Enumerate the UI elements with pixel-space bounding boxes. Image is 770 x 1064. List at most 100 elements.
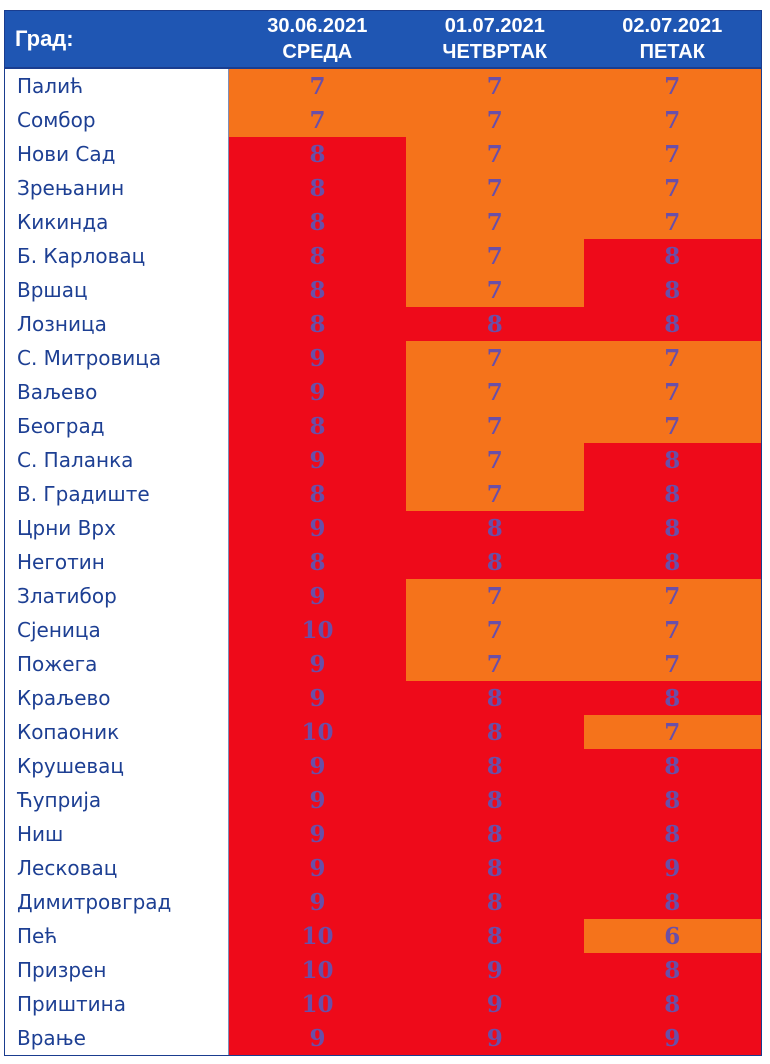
city-name: Приштина [5,987,230,1021]
city-name: Неготин [5,545,230,579]
uv-index-value: 7 [406,443,584,477]
table-row: Нови Сад 8 7 7 [5,137,761,171]
table-row: Палић 7 7 7 [5,68,761,103]
uv-index-value: 7 [406,375,584,409]
uv-index-value: 8 [228,409,407,443]
uv-index-value: 7 [406,647,584,681]
uv-index-value: 7 [583,375,761,409]
city-name: В. Градиште [5,477,230,511]
uv-index-value: 8 [406,919,584,953]
uv-index-value: 9 [406,953,584,987]
day-date: 02.07.2021 [622,15,723,37]
uv-index-value: 8 [228,307,407,341]
city-name: Ћуприја [5,783,230,817]
table-row: Сомбор 7 7 7 [5,103,761,137]
city-name: Краљево [5,681,230,715]
uv-index-value: 8 [583,477,761,511]
uv-index-value: 10 [228,919,407,953]
uv-index-value: 8 [583,443,761,477]
uv-index-value: 8 [406,307,584,341]
table-row: Ћуприја 9 8 8 [5,783,761,817]
uv-index-value: 9 [228,647,407,681]
uv-index-table: Град: 30.06.2021 СРЕДА 01.07.2021 ЧЕТВРТ… [5,11,761,1055]
table-row: В. Градиште 8 7 8 [5,477,761,511]
city-name: Сомбор [5,103,230,137]
uv-index-value: 7 [583,647,761,681]
uv-index-value: 9 [583,1021,761,1055]
uv-index-value: 8 [406,681,584,715]
city-name: С. Паланка [5,443,230,477]
table-row: С. Митровица 9 7 7 [5,341,761,375]
uv-index-value: 9 [406,1021,584,1055]
city-name: Вршац [5,273,230,307]
table-row: Ниш 9 8 8 [5,817,761,851]
city-name: Копаоник [5,715,230,749]
city-name: Палић [5,68,230,103]
city-name: Златибор [5,579,230,613]
city-name: С. Митровица [5,341,230,375]
table-row: Београд 8 7 7 [5,409,761,443]
uv-index-value: 7 [583,341,761,375]
table-row: Неготин 8 8 8 [5,545,761,579]
uv-index-value: 8 [228,171,407,205]
uv-index-value: 7 [406,137,584,171]
uv-index-value: 9 [228,851,407,885]
uv-index-value: 8 [228,205,407,239]
table-row: Лозница 8 8 8 [5,307,761,341]
table-body: Палић 7 7 7 Сомбор 7 7 7 Нови Сад 8 7 7 Зрењанин 8 7 7 К… [5,68,761,1055]
uv-index-value: 8 [583,987,761,1021]
uv-index-value: 8 [583,749,761,783]
city-name: Крушевац [5,749,230,783]
table-row: Врање 9 9 9 [5,1021,761,1055]
table-row: Зрењанин 8 7 7 [5,171,761,205]
day-column-header: 01.07.2021 ЧЕТВРТАК [406,11,584,69]
uv-index-value: 8 [228,545,407,579]
city-name: Сјеница [5,613,230,647]
day-column-header: 30.06.2021 СРЕДА [228,11,407,69]
uv-index-value: 8 [406,783,584,817]
city-name: Лесковац [5,851,230,885]
city-name: Б. Карловац [5,239,230,273]
uv-index-value: 8 [406,511,584,545]
uv-index-value: 7 [406,273,584,307]
uv-index-value: 8 [406,545,584,579]
header-row: Град: 30.06.2021 СРЕДА 01.07.2021 ЧЕТВРТ… [5,11,761,69]
uv-index-value: 7 [406,68,584,103]
city-name: Зрењанин [5,171,230,205]
city-column-header: Град: [5,11,229,69]
uv-index-value: 7 [583,205,761,239]
uv-index-value: 9 [228,443,407,477]
city-name: Лозница [5,307,230,341]
table-row: Вршац 8 7 8 [5,273,761,307]
uv-index-value: 7 [228,103,407,137]
uv-index-value: 8 [228,477,407,511]
city-name: Ваљево [5,375,230,409]
city-name: Призрен [5,953,230,987]
table-row: Златибор 9 7 7 [5,579,761,613]
uv-index-value: 7 [406,341,584,375]
table-row: Крушевац 9 8 8 [5,749,761,783]
uv-index-value: 7 [406,579,584,613]
uv-index-value: 7 [406,613,584,647]
uv-index-value: 9 [228,579,407,613]
uv-index-value: 6 [583,919,761,953]
uv-index-value: 10 [228,715,407,749]
uv-index-value: 7 [406,171,584,205]
uv-index-value: 9 [228,511,407,545]
uv-index-value: 8 [583,545,761,579]
uv-index-value: 9 [228,341,407,375]
table-header: Град: 30.06.2021 СРЕДА 01.07.2021 ЧЕТВРТ… [5,11,761,69]
uv-index-value: 7 [406,239,584,273]
uv-index-value: 8 [228,239,407,273]
uv-index-value: 8 [583,953,761,987]
uv-index-value: 8 [228,273,407,307]
table-row: Пећ 10 8 6 [5,919,761,953]
table-row: Краљево 9 8 8 [5,681,761,715]
uv-index-value: 9 [228,375,407,409]
uv-index-value: 8 [583,783,761,817]
city-name: Београд [5,409,230,443]
uv-index-value: 7 [583,137,761,171]
uv-index-value: 8 [583,273,761,307]
uv-index-value: 8 [583,239,761,273]
city-name: Ниш [5,817,230,851]
